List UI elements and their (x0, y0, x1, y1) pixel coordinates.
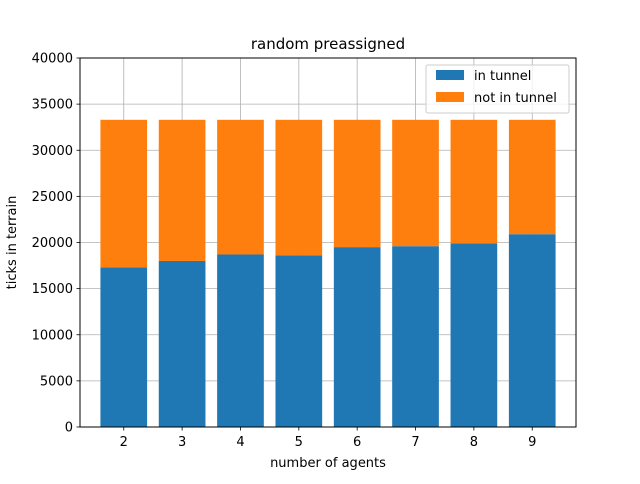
axis-ticks: 0 5000 10000 15000 20000 25000 30000 35000 40000… (32, 52, 537, 451)
y-tick-label: 15000 (32, 282, 73, 297)
legend: in tunnel not in tunnel (425, 64, 570, 114)
legend-swatch-not-in-tunnel (436, 92, 464, 102)
bar-not-in-tunnel-4 (217, 119, 264, 255)
x-tick-label: 9 (528, 435, 536, 450)
y-tick-label: 5000 (40, 374, 73, 389)
bar-not-in-tunnel-2 (100, 119, 148, 268)
x-tick-label: 3 (178, 435, 186, 450)
x-tick-label: 7 (411, 435, 419, 450)
y-tick-label: 20000 (32, 236, 73, 251)
bar-in-tunnel-4 (217, 254, 264, 427)
bar-not-in-tunnel-3 (158, 119, 206, 261)
x-tick-label: 5 (295, 435, 303, 450)
bar-in-tunnel-5 (275, 255, 323, 427)
bar-in-tunnel-6 (333, 247, 381, 427)
legend-label-not-in-tunnel: not in tunnel (474, 91, 557, 106)
bar-in-tunnel-3 (158, 260, 206, 427)
y-tick-label: 0 (65, 421, 73, 436)
chart-title: random preassigned (251, 35, 405, 53)
bar-in-tunnel-9 (508, 234, 556, 427)
bar-in-tunnel-2 (100, 267, 148, 427)
y-axis-label: ticks in terrain (5, 196, 20, 290)
bar-in-tunnel-7 (392, 246, 439, 427)
bar-in-tunnel-8 (450, 243, 498, 427)
legend-label-in-tunnel: in tunnel (474, 69, 531, 84)
x-axis-label: number of agents (270, 456, 386, 471)
y-tick-label: 10000 (32, 328, 73, 343)
y-tick-label: 25000 (32, 190, 73, 205)
y-tick-label: 40000 (32, 52, 73, 67)
bar-not-in-tunnel-5 (275, 119, 323, 256)
bar-not-in-tunnel-7 (392, 119, 439, 247)
x-tick-label: 4 (236, 435, 244, 450)
bar-not-in-tunnel-9 (508, 119, 556, 235)
x-tick-label: 8 (470, 435, 478, 450)
legend-swatch-in-tunnel (436, 70, 464, 80)
x-tick-label: 2 (120, 435, 128, 450)
y-tick-label: 35000 (32, 98, 73, 113)
bar-not-in-tunnel-8 (450, 119, 498, 244)
x-tick-label: 6 (353, 435, 361, 450)
y-tick-label: 30000 (32, 144, 73, 159)
bar-not-in-tunnel-6 (333, 119, 381, 248)
bars (100, 119, 556, 427)
